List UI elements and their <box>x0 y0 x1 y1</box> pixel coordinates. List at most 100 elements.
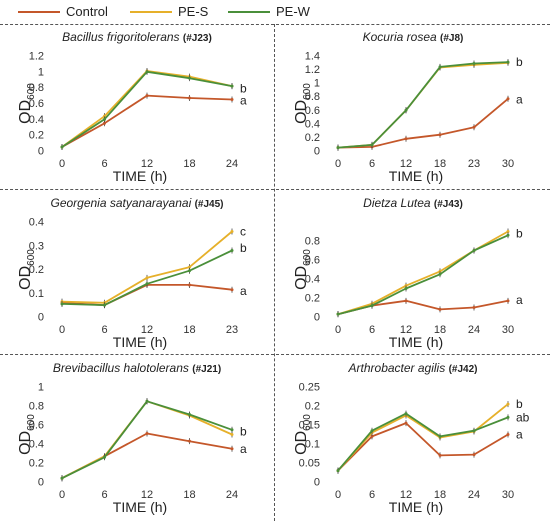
data-point <box>506 230 510 233</box>
data-point <box>230 447 234 451</box>
y-tick-label: 0.4 <box>29 217 44 229</box>
x-tick-label: 24 <box>468 324 480 336</box>
x-tick-label: 0 <box>335 489 341 501</box>
series-line-pe-s <box>61 230 233 304</box>
row-divider-1 <box>0 189 550 190</box>
legend-swatch-pe-s <box>130 11 172 13</box>
x-axis-label: TIME (h) <box>112 168 168 184</box>
x-tick-label: 18 <box>434 158 446 170</box>
data-point <box>438 65 442 69</box>
y-tick-label: 0 <box>38 312 44 324</box>
data-point <box>370 429 374 433</box>
data-point <box>506 402 510 406</box>
y-tick-label: 0.2 <box>29 458 44 470</box>
data-point <box>103 303 106 307</box>
x-tick-label: 0 <box>59 489 65 501</box>
data-point <box>145 282 149 286</box>
data-point <box>404 421 408 425</box>
y-tick-label: 1 <box>38 66 44 78</box>
y-axis-label: OD600 <box>17 83 37 124</box>
x-tick-label: 24 <box>468 489 480 501</box>
x-tick-label: 24 <box>226 489 238 501</box>
legend-label-pe-s: PE-S <box>178 4 209 19</box>
y-tick-label: 0.1 <box>305 439 320 451</box>
y-tick-label: 1.4 <box>305 51 320 63</box>
panel-title: Brevibacillus halotolerans (#J21) <box>52 361 222 375</box>
panel-title: Kocuria rosea (#J8) <box>362 30 464 44</box>
x-tick-label: 23 <box>468 158 480 170</box>
y-tick-label: 0.8 <box>29 401 44 413</box>
y-tick-label: 0.6 <box>305 255 320 267</box>
data-point <box>230 84 234 88</box>
x-tick-label: 12 <box>400 158 412 170</box>
x-tick-label: 18 <box>434 489 446 501</box>
data-point <box>230 288 234 292</box>
group-label: a <box>516 293 523 307</box>
x-tick-label: 18 <box>434 324 446 336</box>
x-tick-label: 18 <box>183 158 195 170</box>
x-axis-label: TIME (h) <box>388 499 444 515</box>
data-point <box>145 276 149 280</box>
panel-title: Bacillus frigoritolerans (#J23) <box>62 30 212 44</box>
data-point <box>438 453 442 457</box>
data-point <box>336 312 340 316</box>
y-axis-label: OD600 <box>17 414 37 455</box>
group-label: c <box>240 225 246 239</box>
series-line-control <box>61 432 233 480</box>
x-tick-label: 23 <box>226 324 238 336</box>
x-tick-label: 12 <box>141 158 153 170</box>
data-point <box>404 137 408 141</box>
row-divider-2 <box>0 354 550 355</box>
y-tick-label: 1 <box>314 78 320 90</box>
group-label: a <box>240 93 247 107</box>
y-tick-label: 0 <box>314 312 320 324</box>
data-point <box>188 439 191 443</box>
y-axis-label-subscript: 600 <box>26 83 37 100</box>
series-line-pe-w <box>61 400 233 480</box>
series-line-pe-w <box>337 61 509 149</box>
data-point <box>188 96 191 100</box>
series-line-pe-w <box>61 70 233 148</box>
x-axis-label: TIME (h) <box>388 334 444 350</box>
data-point <box>145 432 149 436</box>
data-point <box>404 412 408 416</box>
x-axis-label: TIME (h) <box>112 334 168 350</box>
x-tick-label: 30 <box>502 489 514 501</box>
data-point <box>145 70 149 74</box>
data-point <box>145 399 149 403</box>
series-line-pe-s <box>337 403 509 472</box>
y-tick-label: 0.3 <box>29 240 44 252</box>
y-tick-label: 0.2 <box>29 264 44 276</box>
chart-panel-j45: Georgenia satyanarayanai (#J45) OD600 0 0.… <box>0 190 274 356</box>
group-label: b <box>240 425 247 439</box>
x-tick-label: 6 <box>369 324 375 336</box>
group-label: a <box>516 428 523 442</box>
y-tick-label: 0 <box>38 477 44 489</box>
y-axis-label-subscript: 600 <box>302 414 313 431</box>
y-axis-label-main: OD <box>17 266 34 290</box>
y-tick-label: 0.6 <box>305 105 320 117</box>
y-tick-label: 0.1 <box>29 288 44 300</box>
data-point <box>506 97 510 101</box>
data-point <box>370 143 374 147</box>
y-tick-label: 0.4 <box>305 274 320 286</box>
figure-grid: Bacillus frigoritolerans (#J23) OD600 0 0.… <box>0 24 550 521</box>
x-tick-label: 30 <box>502 158 514 170</box>
data-point <box>438 272 442 276</box>
y-tick-label: 0.6 <box>29 98 44 110</box>
y-tick-label: 1 <box>38 382 44 394</box>
chart-svg-j42: OD600 0 0.05 0.1 0.15 0.2 0.25 0 6 12 18 24 30 bab a <box>293 382 530 502</box>
y-tick-label: 0.8 <box>305 91 320 103</box>
legend: Control PE-S PE-W <box>0 0 550 24</box>
y-tick-label: 0.15 <box>299 420 320 432</box>
group-label: b <box>516 226 523 240</box>
x-tick-label: 12 <box>141 489 153 501</box>
data-point <box>103 121 106 125</box>
data-point <box>472 61 476 65</box>
data-point <box>230 98 234 102</box>
chart-panel-j21: Brevibacillus halotolerans (#J21) OD600 0… <box>0 355 274 521</box>
data-point <box>404 108 408 112</box>
x-tick-label: 0 <box>335 158 341 170</box>
data-point <box>438 133 442 137</box>
x-tick-label: 0 <box>335 324 341 336</box>
